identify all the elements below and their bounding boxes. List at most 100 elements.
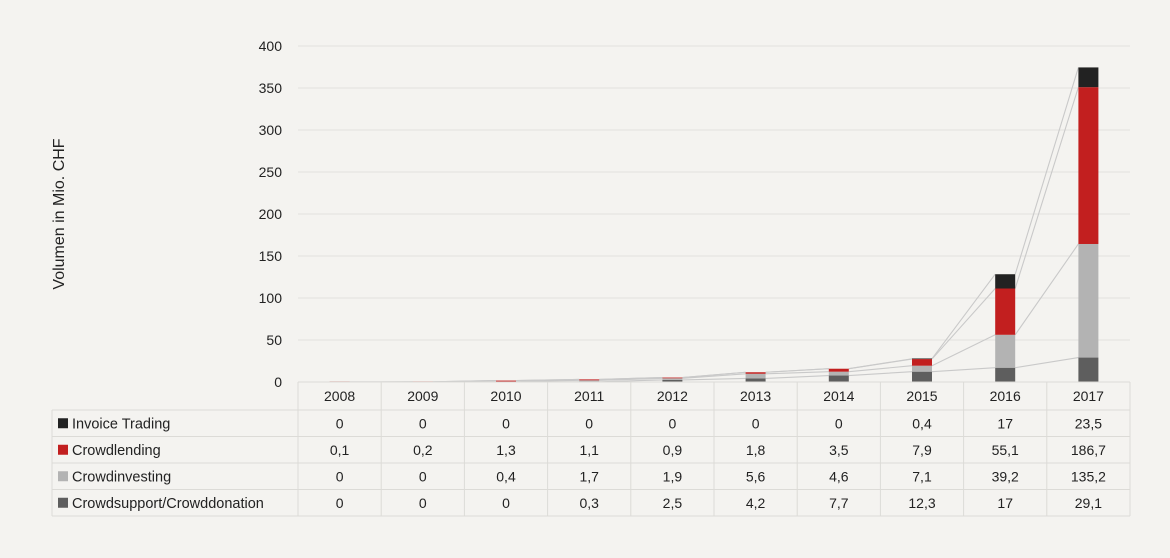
- data-label: 55,1: [992, 442, 1019, 458]
- x-tick-label: 2015: [906, 388, 937, 404]
- data-label: 0: [502, 495, 510, 511]
- legend-label-invoice-trading: Invoice Trading: [72, 416, 170, 432]
- series-line-crowdinvesting: [350, 244, 1099, 382]
- data-label: 7,1: [912, 468, 932, 484]
- data-label: 0,1: [330, 442, 350, 458]
- bar-segment-2013-crowdlending: [745, 372, 766, 374]
- bar-segment-2016-crowdlending: [995, 288, 1016, 335]
- legend-swatch-invoice-trading: [58, 418, 68, 429]
- series-line-invoice-trading: [350, 67, 1099, 381]
- data-label: 0: [669, 415, 677, 431]
- data-label: 0: [336, 495, 344, 511]
- bar-segment-2012-crowdlending: [662, 377, 683, 379]
- gridlines: [298, 45, 1130, 383]
- x-tick-label: 2014: [823, 388, 854, 404]
- bar-segment-2015-crowdsupport-crowddonation: [912, 371, 932, 382]
- x-tick-label: 2017: [1073, 388, 1104, 404]
- data-label: 12,3: [908, 495, 935, 511]
- y-tick-label: 350: [259, 80, 283, 96]
- data-label: 4,2: [746, 495, 766, 511]
- bar-segment-2012-crowdsupport-crowddonation: [662, 379, 683, 382]
- data-label: 0: [502, 415, 510, 431]
- data-label: 0: [585, 415, 593, 431]
- data-label: 1,7: [579, 468, 599, 484]
- series-line-crowdsupport-crowddonation: [350, 358, 1099, 382]
- y-tick-label: 0: [274, 374, 282, 390]
- data-label: 4,6: [829, 468, 849, 484]
- bars: [329, 67, 1099, 382]
- bar-segment-2017-invoice-trading: [1078, 67, 1099, 88]
- data-label: 1,3: [496, 442, 516, 458]
- x-tick-label: 2011: [574, 388, 604, 404]
- data-label: 1,1: [579, 442, 599, 458]
- bar-segment-2011-crowdinvesting: [579, 380, 600, 382]
- bar-segment-2015-crowdlending: [912, 359, 932, 366]
- x-tick-label: 2009: [407, 388, 438, 404]
- data-label: 23,5: [1075, 415, 1102, 431]
- bar-segment-2016-invoice-trading: [995, 274, 1016, 289]
- data-label: 186,7: [1071, 442, 1106, 458]
- y-tick-label: 100: [259, 290, 283, 306]
- legend-swatch-crowdinvesting: [58, 471, 68, 482]
- data-label: 0: [835, 415, 843, 431]
- x-tick-label: 2010: [490, 388, 521, 404]
- data-label: 0,4: [496, 468, 516, 484]
- data-label: 7,7: [829, 495, 849, 511]
- data-label: 0: [336, 415, 344, 431]
- y-tick-label: 400: [259, 38, 283, 54]
- bar-segment-2015-invoice-trading: [912, 358, 932, 360]
- y-axis-title: Volumen in Mio. CHF: [51, 138, 68, 289]
- legend-label-crowdsupport-crowddonation: Crowdsupport/Crowddonation: [72, 496, 264, 512]
- data-label: 7,9: [912, 442, 932, 458]
- data-label: 0: [419, 468, 427, 484]
- data-label: 1,8: [746, 442, 766, 458]
- bar-segment-2014-crowdinvesting: [828, 371, 849, 376]
- legend-label-crowdlending: Crowdlending: [72, 443, 161, 459]
- data-label: 0: [752, 415, 760, 431]
- data-label: 29,1: [1075, 495, 1102, 511]
- x-tick-label: 2013: [740, 388, 771, 404]
- data-label: 2,5: [663, 495, 683, 511]
- bar-segment-2016-crowdinvesting: [995, 334, 1016, 368]
- data-label: 17: [997, 495, 1013, 511]
- bar-segment-2013-crowdinvesting: [745, 373, 766, 379]
- bar-segment-2011-crowdlending: [579, 379, 600, 381]
- y-tick-label: 150: [259, 248, 283, 264]
- data-label: 0,4: [912, 415, 932, 431]
- bar-segment-2013-crowdsupport-crowddonation: [745, 378, 766, 382]
- bar-segment-2014-crowdsupport-crowddonation: [828, 375, 849, 382]
- data-label: 17: [997, 415, 1013, 431]
- data-label: 1,9: [663, 468, 683, 484]
- data-label: 135,2: [1071, 468, 1106, 484]
- legend-swatch-crowdsupport-crowddonation: [58, 497, 68, 508]
- y-tick-label: 200: [259, 206, 283, 222]
- bar-segment-2017-crowdsupport-crowddonation: [1078, 357, 1099, 382]
- y-axis-ticks: 0 50 100 150 200 250 300 350 400: [259, 38, 283, 390]
- x-tick-label: 2008: [324, 388, 355, 404]
- x-tick-label: 2012: [657, 388, 688, 404]
- data-table: 2008 2009 2010 2011 2012 2013 2014 2015 2016 2017…: [51, 381, 1131, 517]
- data-label: 0: [419, 495, 427, 511]
- data-label: 0,2: [413, 442, 433, 458]
- data-label: 0: [336, 468, 344, 484]
- y-tick-label: 300: [259, 122, 283, 138]
- data-label: 0: [419, 415, 427, 431]
- bar-segment-2012-crowdinvesting: [662, 378, 683, 380]
- data-label: 3,5: [829, 442, 849, 458]
- data-label: 5,6: [746, 468, 766, 484]
- bar-segment-2017-crowdinvesting: [1078, 243, 1099, 358]
- y-tick-label: 250: [259, 164, 283, 180]
- series-line-crowdlending: [350, 87, 1099, 382]
- bar-segment-2010-crowdlending: [496, 380, 516, 382]
- legend-label-crowdinvesting: Crowdinvesting: [72, 469, 171, 485]
- data-label: 0,9: [663, 442, 683, 458]
- data-label: 0,3: [579, 495, 599, 511]
- bar-segment-2017-crowdlending: [1078, 87, 1099, 244]
- bar-segment-2016-crowdsupport-crowddonation: [995, 367, 1016, 382]
- series-connector-lines: [350, 67, 1099, 382]
- data-label: 39,2: [992, 468, 1019, 484]
- x-tick-label: 2016: [990, 388, 1021, 404]
- y-tick-label: 50: [266, 332, 282, 348]
- bar-segment-2015-crowdinvesting: [912, 365, 932, 372]
